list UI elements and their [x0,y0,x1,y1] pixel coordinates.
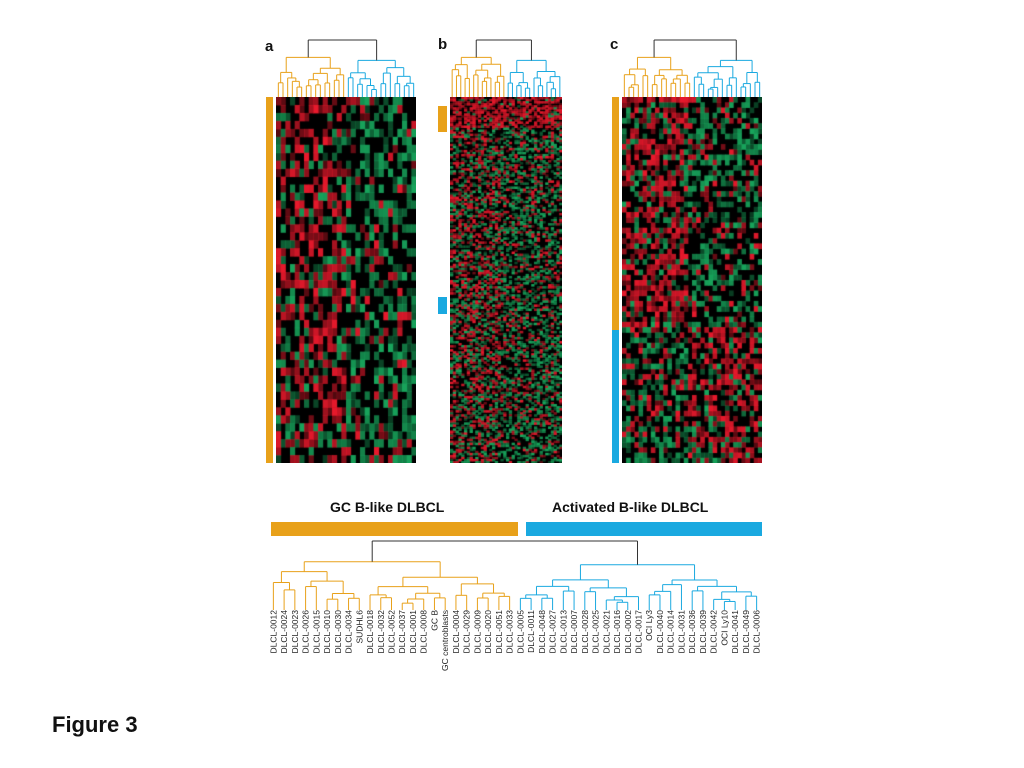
sample-label: DLCL-0007 [569,610,579,654]
sample-label: DLCL-0040 [655,610,665,654]
sample-label: DLCL-0036 [687,610,697,654]
sample-label: DLCL-0011 [526,610,536,653]
sample-label: DLCL-0039 [698,610,708,654]
sample-label: DLCL-0034 [344,610,354,654]
sample-label: DLCL-0052 [387,610,397,654]
side-bar-a-orange [266,97,273,463]
sample-label: DLCL-0016 [612,610,622,654]
dendrogram-panel-b [451,39,561,98]
sample-label: DLCL-0020 [483,610,493,654]
sample-label: DLCL-0010 [322,610,332,654]
sample-label: DLCL-0008 [419,610,429,654]
sample-label: DLCL-0023 [290,610,300,654]
side-bar-c-blue [612,330,619,463]
sample-label: DLCL-0037 [397,610,407,654]
sample-label: DLCL-0028 [580,610,590,654]
sample-label: DLCL-0002 [623,610,633,654]
sample-label: DLCL-0012 [268,610,278,654]
group-bar-gc [271,522,518,536]
heatmap-panel-b [450,97,562,463]
sample-label: DLCL-0009 [472,610,482,654]
sample-label: OCI Ly10 [719,610,729,646]
sample-label: DLCL-0014 [666,610,676,654]
dendrogram-bottom [272,540,758,610]
dendrogram-panel-a [277,39,415,98]
sample-label: DLCL-0026 [301,610,311,654]
sample-labels: DLCL-0012 DLCL-0024 DLCL-0023 DLCL-0026 DLCL… [268,610,762,671]
figure-caption: Figure 3 [52,712,138,737]
sample-label: DLCL-0018 [365,610,375,654]
sample-label: GC B [429,610,439,631]
sample-label: DLCL-0001 [408,610,418,654]
sample-label: DLCL-0025 [591,610,601,654]
sample-label: DLCL-0032 [376,610,386,654]
sample-label: DLCL-0017 [634,610,644,654]
sample-label: DLCL-0048 [537,610,547,654]
sample-label: DLCL-0013 [558,610,568,654]
sample-label: DLCL-0024 [279,610,289,654]
sample-label: DLCL-0031 [676,610,686,654]
sample-label: DLCL-0033 [505,610,515,654]
sample-label: DLCL-0006 [752,610,762,654]
sample-label: GC centroblasts [440,610,450,671]
side-bar-b-blue [438,297,447,314]
group-label-abc: Activated B-like DLBCL [552,499,709,515]
sample-label: DLCL-0015 [311,610,321,654]
sample-label: DLCL-0030 [333,610,343,654]
sample-label: DLCL-0051 [494,610,504,654]
heatmap-panel-a [276,97,416,463]
sample-label: DLCL-0004 [451,610,461,654]
sample-label: DLCL-0005 [515,610,525,654]
side-bar-b-orange [438,106,447,132]
sample-label: DLCL-0042 [709,610,719,654]
sample-label: OCI Ly3 [644,610,654,641]
sample-label: DLCL-0041 [730,610,740,654]
group-bar-abc [526,522,762,536]
panel-letter-b: b [438,36,448,53]
sample-label: DLCL-0027 [548,610,558,654]
sample-label: DLCL-0021 [601,610,611,654]
side-bar-c-orange [612,97,619,330]
dendrogram-panel-c [623,39,761,98]
panel-letter-c: c [610,36,619,53]
sample-label: SUDHL6 [354,610,364,644]
sample-label: DLCL-0029 [462,610,472,654]
panel-letter-a: a [265,38,274,55]
heatmap-panel-c [622,97,762,463]
group-label-gc: GC B-like DLBCL [330,499,445,515]
sample-label: DLCL-0049 [741,610,751,654]
